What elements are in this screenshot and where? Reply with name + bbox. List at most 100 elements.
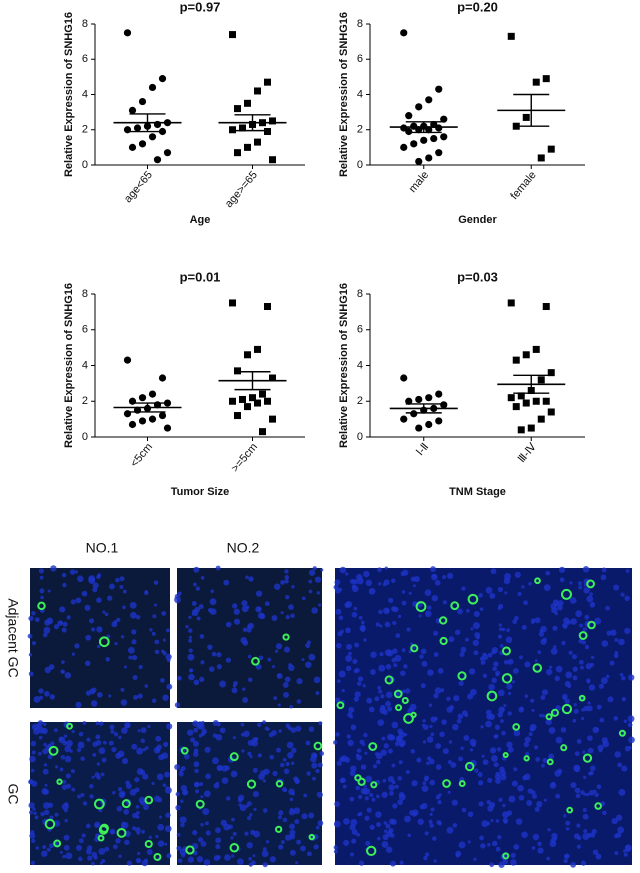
nucleus xyxy=(116,805,123,812)
nucleus xyxy=(596,704,602,710)
nucleus xyxy=(85,690,92,696)
nucleus xyxy=(364,796,369,801)
nucleus xyxy=(190,737,196,743)
nucleus xyxy=(113,620,118,624)
nucleus xyxy=(446,826,454,834)
chart-title: p=0.97 xyxy=(180,0,221,14)
nucleus xyxy=(472,622,480,630)
nucleus xyxy=(255,590,263,597)
nucleus xyxy=(590,765,596,771)
y-tick-label: 0 xyxy=(357,159,363,171)
data-point xyxy=(405,112,413,120)
positive-cell xyxy=(357,777,366,786)
nucleus xyxy=(78,856,83,862)
nucleus xyxy=(346,734,351,739)
nucleus xyxy=(624,595,630,602)
nucleus xyxy=(431,594,439,602)
nucleus xyxy=(376,822,382,827)
nucleus xyxy=(289,849,296,856)
nucleus xyxy=(548,727,556,734)
nucleus xyxy=(546,668,553,676)
nucleus xyxy=(121,821,126,827)
nucleus xyxy=(550,838,556,844)
nucleus xyxy=(363,784,367,788)
nucleus xyxy=(430,566,436,573)
nucleus xyxy=(543,584,551,591)
nucleus xyxy=(403,732,408,737)
nucleus xyxy=(27,633,33,639)
nucleus xyxy=(349,796,355,802)
nucleus xyxy=(192,740,199,747)
nucleus xyxy=(295,861,299,865)
data-point xyxy=(269,374,276,382)
positive-cell xyxy=(56,778,63,785)
x-axis-label: Gender xyxy=(458,214,497,226)
nucleus xyxy=(262,779,267,783)
nucleus xyxy=(271,615,278,622)
positive-cell xyxy=(282,633,290,641)
x-tick-label: male xyxy=(407,169,432,195)
positive-cell xyxy=(534,577,541,585)
nucleus xyxy=(53,820,61,827)
micrograph xyxy=(335,568,632,865)
nucleus xyxy=(131,743,138,750)
nucleus xyxy=(197,837,204,843)
nucleus xyxy=(394,784,399,789)
nucleus xyxy=(386,733,394,741)
nucleus xyxy=(572,718,577,723)
positive-cell xyxy=(53,839,62,848)
nucleus xyxy=(120,635,125,639)
nucleus xyxy=(352,658,358,664)
nucleus xyxy=(574,766,580,773)
nucleus xyxy=(364,751,368,755)
positive-cell xyxy=(438,616,448,625)
nucleus xyxy=(272,770,278,777)
nucleus xyxy=(318,721,323,726)
nucleus xyxy=(426,761,430,765)
data-point xyxy=(420,136,428,144)
nucleus xyxy=(628,746,632,750)
nucleus xyxy=(420,683,426,689)
nucleus xyxy=(249,813,253,817)
nucleus xyxy=(501,730,506,736)
nucleus xyxy=(120,687,125,692)
nucleus xyxy=(368,706,375,713)
positive-cell xyxy=(546,758,554,766)
positive-cell xyxy=(144,839,153,849)
nucleus xyxy=(290,761,295,766)
nucleus xyxy=(429,779,436,786)
nucleus xyxy=(209,598,217,606)
nucleus xyxy=(31,750,36,755)
nucleus xyxy=(489,801,496,808)
positive-cell xyxy=(251,656,260,666)
data-point xyxy=(547,369,555,377)
nucleus xyxy=(314,576,322,583)
nucleus xyxy=(174,702,181,708)
nucleus xyxy=(39,695,44,700)
nucleus xyxy=(617,826,625,834)
nucleus xyxy=(219,727,226,734)
nucleus xyxy=(38,568,45,574)
nucleus xyxy=(391,606,397,612)
nucleus xyxy=(497,711,504,718)
nucleus xyxy=(467,840,471,844)
nucleus xyxy=(306,771,311,776)
nucleus xyxy=(507,691,512,696)
data-point xyxy=(148,83,157,92)
nucleus xyxy=(456,718,462,724)
nucleus xyxy=(452,723,459,731)
data-point xyxy=(234,105,241,113)
nucleus xyxy=(613,584,620,591)
nucleus xyxy=(536,801,543,808)
nucleus xyxy=(480,725,484,729)
nucleus xyxy=(96,692,103,698)
nucleus xyxy=(179,816,187,824)
nucleus xyxy=(575,793,581,799)
nucleus xyxy=(44,783,48,787)
data-point xyxy=(435,124,443,132)
nucleus xyxy=(430,732,435,737)
nucleus xyxy=(215,827,221,834)
nucleus xyxy=(109,583,115,590)
nucleus xyxy=(485,709,492,716)
nucleus xyxy=(76,747,82,753)
